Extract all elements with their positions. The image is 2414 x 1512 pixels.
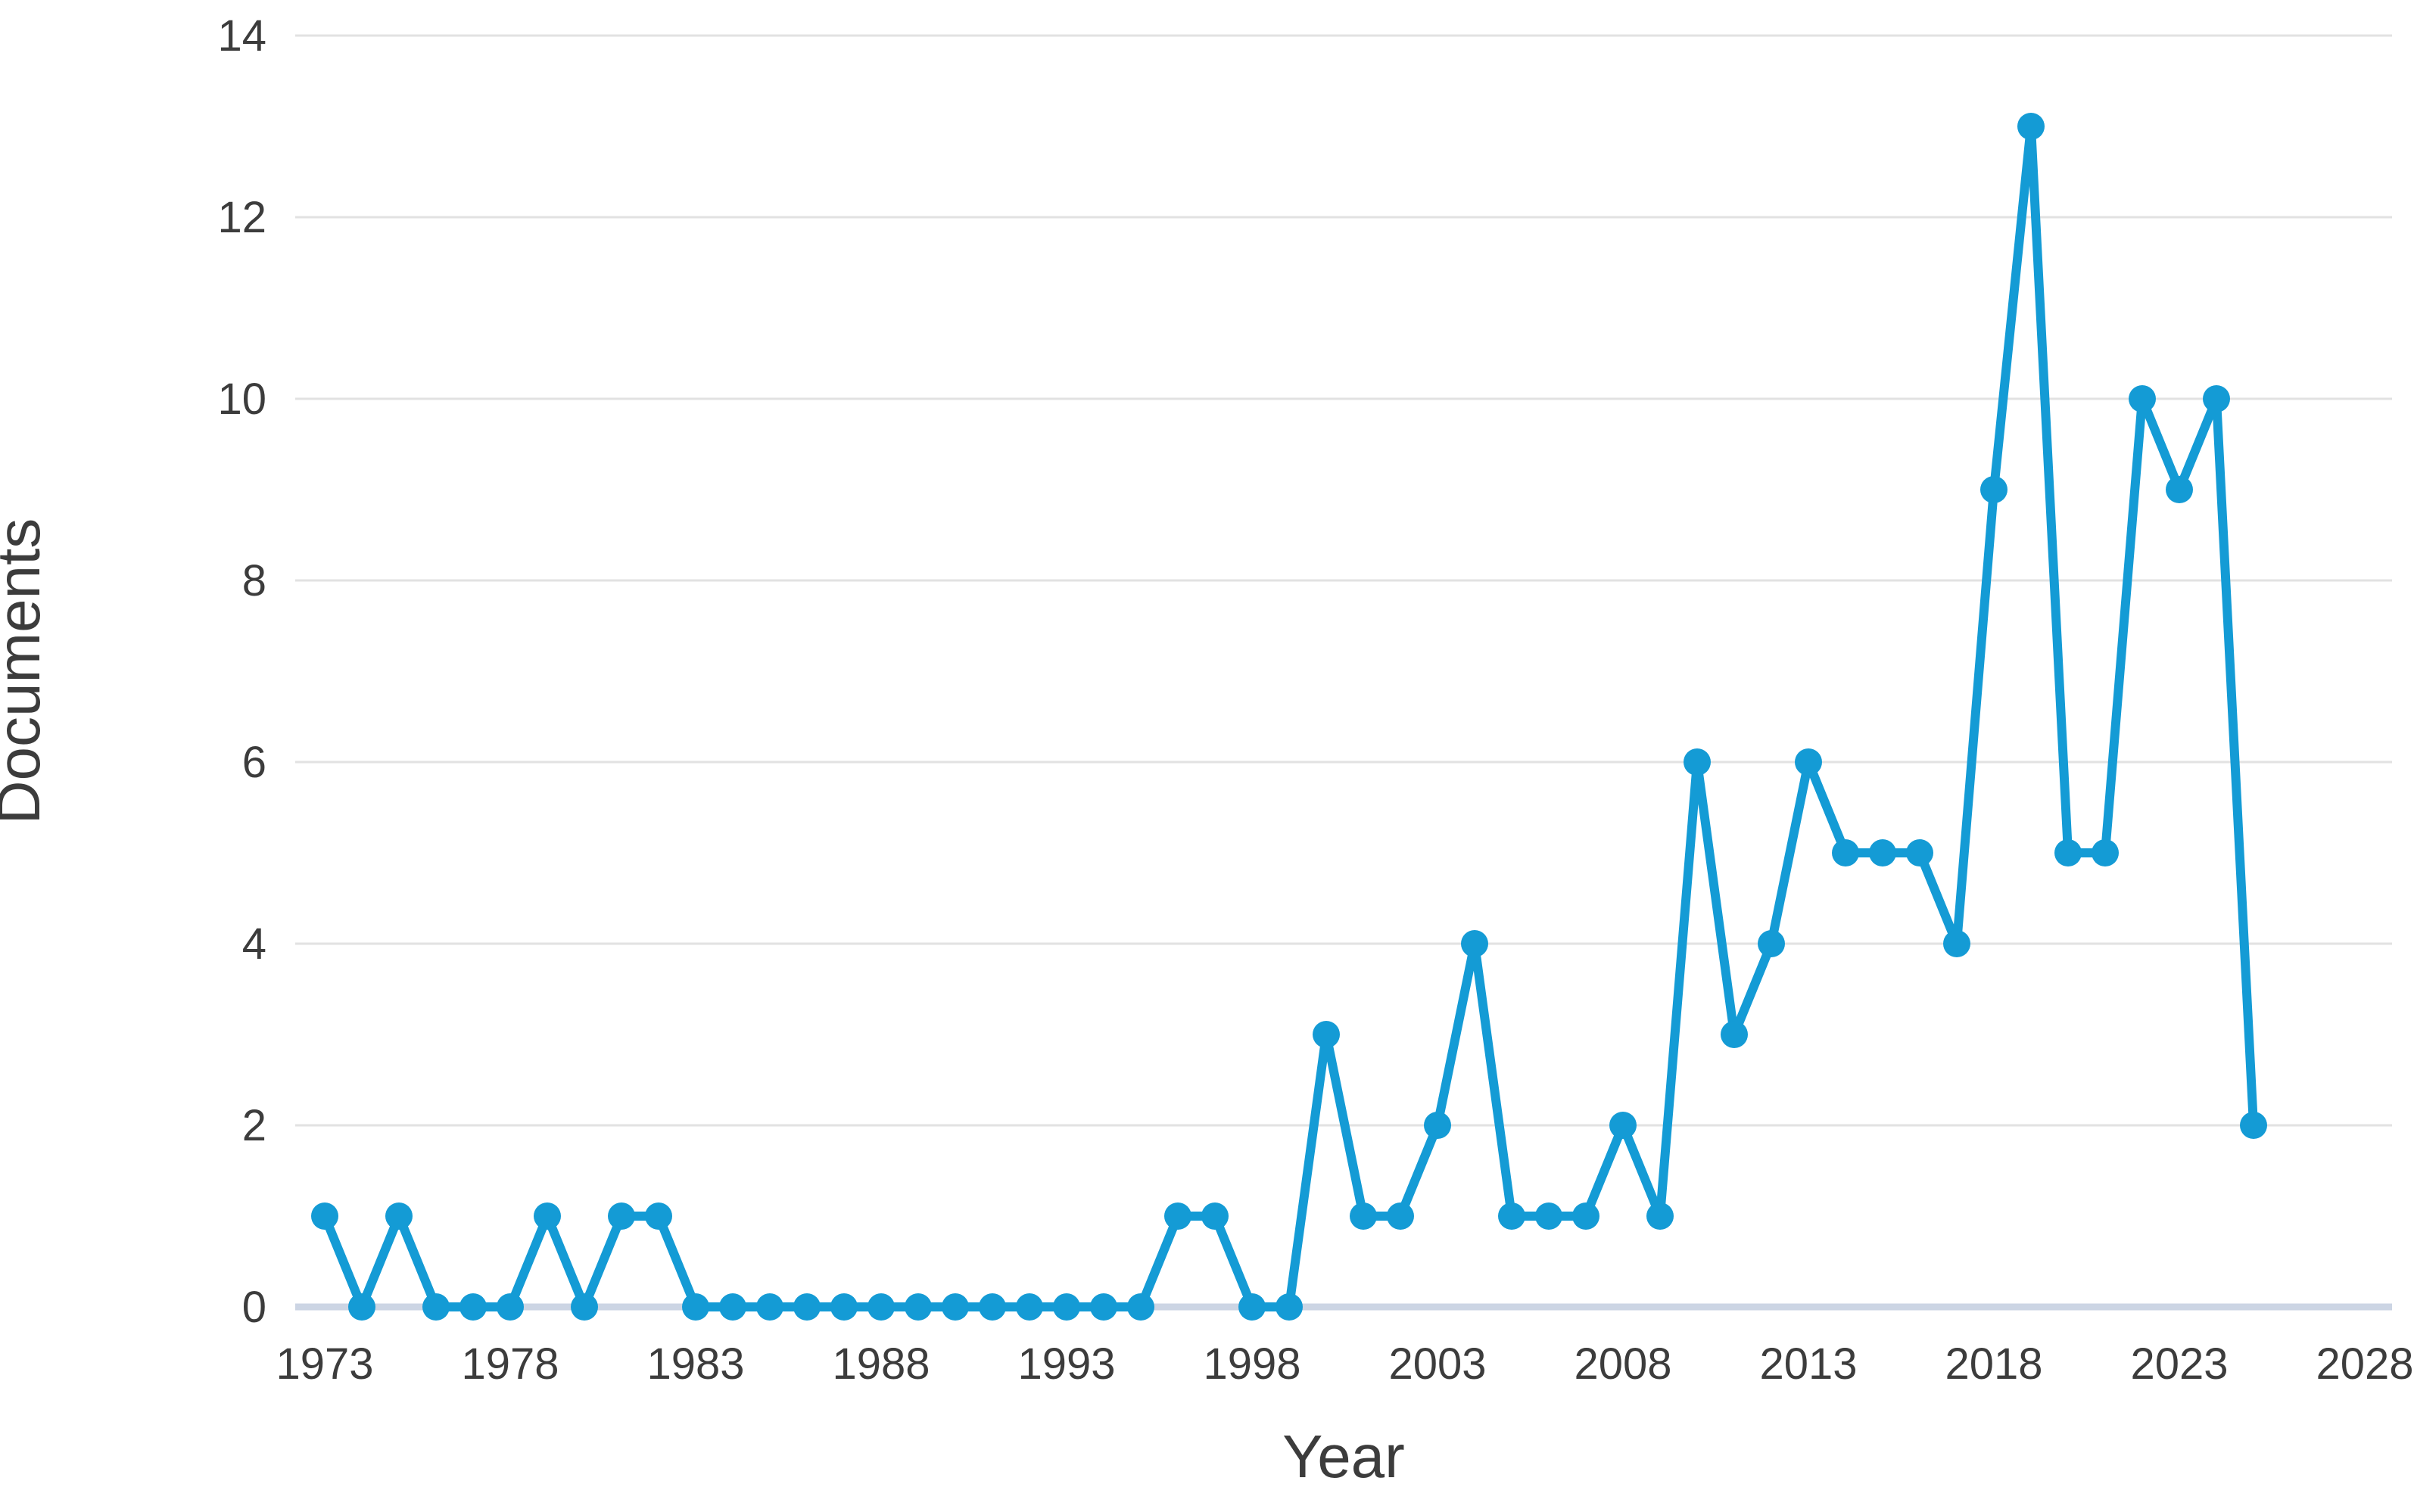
y-tick-label-8: 8 [242,556,266,605]
data-point-2001[interactable] [1350,1202,1377,1230]
data-point-1991[interactable] [979,1293,1006,1321]
data-point-2017[interactable] [1943,930,1970,957]
data-point-2007[interactable] [1572,1202,1599,1230]
data-point-1980[interactable] [571,1293,598,1321]
data-point-2021[interactable] [2092,839,2119,866]
data-point-2018[interactable] [1980,476,2008,503]
data-point-2011[interactable] [1721,1021,1748,1048]
data-point-1976[interactable] [422,1293,450,1321]
data-point-2000[interactable] [1313,1021,1340,1048]
y-tick-label-0: 0 [242,1283,266,1332]
x-tick-label-1998: 1998 [1203,1339,1300,1389]
data-point-2013[interactable] [1795,748,1822,776]
data-point-2022[interactable] [2129,385,2156,412]
data-point-2020[interactable] [2054,839,2082,866]
data-point-1982[interactable] [645,1202,672,1230]
data-point-2019[interactable] [2017,113,2045,140]
data-point-2010[interactable] [1684,748,1711,776]
x-tick-label-2018: 2018 [1945,1339,2042,1389]
data-point-2004[interactable] [1461,930,1488,957]
data-point-1977[interactable] [459,1293,487,1321]
data-point-2015[interactable] [1869,839,1896,866]
data-point-1995[interactable] [1127,1293,1154,1321]
data-point-1994[interactable] [1090,1293,1117,1321]
x-tick-label-1983: 1983 [646,1339,744,1389]
data-point-1974[interactable] [348,1293,375,1321]
x-axis-title: Year [1282,1423,1405,1490]
data-point-2014[interactable] [1832,839,1859,866]
data-point-1996[interactable] [1164,1202,1191,1230]
data-point-1973[interactable] [311,1202,338,1230]
data-point-1987[interactable] [830,1293,858,1321]
data-point-1999[interactable] [1276,1293,1303,1321]
data-point-1975[interactable] [385,1202,413,1230]
x-tick-label-1978: 1978 [461,1339,559,1389]
data-point-2005[interactable] [1498,1202,1525,1230]
data-point-2006[interactable] [1535,1202,1562,1230]
data-point-2008[interactable] [1609,1112,1637,1139]
data-point-1990[interactable] [942,1293,969,1321]
data-point-2016[interactable] [1906,839,1933,866]
x-tick-label-1973: 1973 [276,1339,373,1389]
data-point-1983[interactable] [682,1293,709,1321]
y-axis-title: Documents [0,518,52,825]
data-point-1978[interactable] [497,1293,524,1321]
data-point-2023[interactable] [2166,476,2193,503]
data-point-1989[interactable] [905,1293,932,1321]
data-point-1998[interactable] [1238,1293,1266,1321]
data-point-1997[interactable] [1201,1202,1229,1230]
y-tick-label-12: 12 [217,193,266,242]
data-point-2009[interactable] [1646,1202,1674,1230]
y-tick-label-14: 14 [217,11,266,61]
x-tick-label-1988: 1988 [832,1339,930,1389]
x-tick-label-2003: 2003 [1388,1339,1486,1389]
data-point-2024[interactable] [2203,385,2230,412]
x-tick-label-2023: 2023 [2130,1339,2228,1389]
data-point-2002[interactable] [1387,1202,1414,1230]
data-point-1985[interactable] [756,1293,783,1321]
x-tick-label-2028: 2028 [2316,1339,2413,1389]
data-point-1979[interactable] [534,1202,561,1230]
data-point-1981[interactable] [608,1202,635,1230]
x-tick-label-1993: 1993 [1017,1339,1115,1389]
data-point-2003[interactable] [1424,1112,1451,1139]
y-tick-label-4: 4 [242,919,266,969]
data-point-1988[interactable] [867,1293,895,1321]
data-point-1984[interactable] [719,1293,746,1321]
y-tick-label-2: 2 [242,1101,266,1150]
data-point-1992[interactable] [1016,1293,1043,1321]
y-tick-label-6: 6 [242,738,266,787]
data-point-2012[interactable] [1758,930,1785,957]
x-tick-label-2013: 2013 [1759,1339,1857,1389]
data-point-2025[interactable] [2240,1112,2267,1139]
data-point-1993[interactable] [1053,1293,1080,1321]
x-tick-label-2008: 2008 [1574,1339,1671,1389]
y-tick-label-10: 10 [217,375,266,424]
data-point-1986[interactable] [793,1293,821,1321]
